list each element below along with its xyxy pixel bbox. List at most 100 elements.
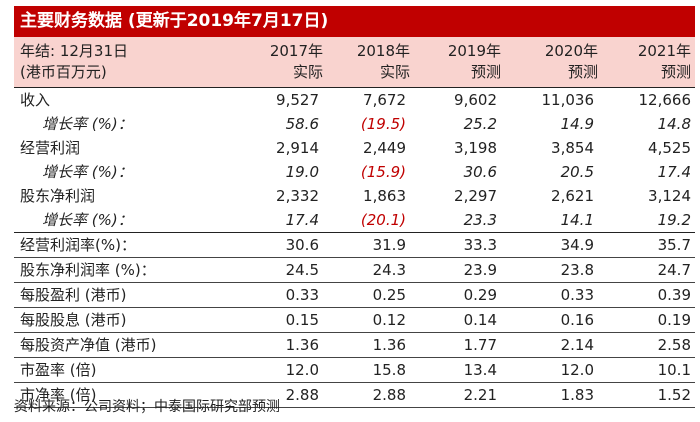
cell-value: 9,527 <box>276 91 319 109</box>
cell-value: 2.88 <box>226 382 323 408</box>
cell-value: 14.8 <box>657 115 691 133</box>
cell-value: 0.19 <box>598 307 695 333</box>
cell-value: 0.33 <box>501 282 598 308</box>
growth-row: 增长率 (%)： 17.4 (20.1) 23.3 14.1 19.2 <box>14 208 695 233</box>
cell-value: 35.7 <box>598 232 695 258</box>
header-year-2021: 2021年 <box>637 42 691 60</box>
cell-value: 2,297 <box>454 187 497 205</box>
cell-value: 0.16 <box>501 307 598 333</box>
cell-value: 17.4 <box>657 163 691 181</box>
row-label: 市盈率 (倍) <box>14 357 226 383</box>
cell-value: 33.3 <box>410 232 501 258</box>
cell-value: 13.4 <box>410 357 501 383</box>
header-fiscal-year-label: 年结: 12月31日 <box>20 42 128 60</box>
financial-data-table: 收入 9,527 7,672 9,602 11,036 12,666 增长率 (%)： 58.… <box>14 88 695 408</box>
cell-value: 0.12 <box>323 307 410 333</box>
cell-value: 12.0 <box>226 357 323 383</box>
cell-value: 3,124 <box>648 187 691 205</box>
growth-row: 增长率 (%)： 19.0 (15.9) 30.6 20.5 17.4 <box>14 160 695 184</box>
header-unit-label: (港币百万元) <box>20 63 107 81</box>
row-label: 股东净利润 <box>20 187 96 205</box>
cell-value: 24.7 <box>598 257 695 283</box>
cell-value: 2,914 <box>276 139 319 157</box>
source-note: 资料来源：公司资料；中泰国际研究部预测 <box>14 399 280 415</box>
cell-value: 30.6 <box>463 163 497 181</box>
header-type-2019: 预测 <box>470 63 501 81</box>
cell-value: 20.5 <box>560 163 594 181</box>
cell-value: 1.36 <box>323 332 410 358</box>
row-label: 经营利润率(%)： <box>14 232 226 258</box>
cell-value: 15.8 <box>323 357 410 383</box>
cell-value: 25.2 <box>463 115 497 133</box>
table-row: 市净率 (倍) 2.88 2.88 2.21 1.83 1.52 <box>14 382 695 408</box>
cell-value: 12,666 <box>638 91 692 109</box>
cell-value: 14.1 <box>501 208 598 233</box>
header-type-2021: 预测 <box>660 63 691 81</box>
row-label: 增长率 (%)： <box>14 208 226 233</box>
table-row: 经营利润率(%)： 30.6 31.9 33.3 34.9 35.7 <box>14 232 695 258</box>
cell-value: 30.6 <box>226 232 323 258</box>
cell-value: (19.5) <box>360 115 406 133</box>
cell-value: 0.14 <box>410 307 501 333</box>
table-row: 股东净利润 2,332 1,863 2,297 2,621 3,124 <box>14 184 695 208</box>
cell-value: (20.1) <box>323 208 410 233</box>
table-row: 收入 9,527 7,672 9,602 11,036 12,666 <box>14 88 695 112</box>
row-label: 每股盈利 (港币) <box>14 282 226 308</box>
header-type-2020: 预测 <box>567 63 598 81</box>
cell-value: 4,525 <box>648 139 691 157</box>
row-label: 股东净利润率 (%)： <box>14 257 226 283</box>
cell-value: 0.15 <box>226 307 323 333</box>
row-label: 经营利润 <box>20 139 81 157</box>
header-type-2017: 实际 <box>292 63 323 81</box>
cell-value: 1.77 <box>410 332 501 358</box>
row-label: 市净率 (倍) <box>14 382 226 408</box>
table-row: 每股盈利 (港币) 0.33 0.25 0.29 0.33 0.39 <box>14 282 695 308</box>
cell-value: 3,198 <box>454 139 497 157</box>
header-year-2020: 2020年 <box>544 42 598 60</box>
cell-value: 34.9 <box>501 232 598 258</box>
row-label: 每股资产净值 (港币) <box>14 332 226 358</box>
cell-value: 7,672 <box>363 91 406 109</box>
cell-value: 31.9 <box>323 232 410 258</box>
cell-value: 0.25 <box>323 282 410 308</box>
cell-value: 1.83 <box>501 382 598 408</box>
table-row: 市盈率 (倍) 12.0 15.8 13.4 12.0 10.1 <box>14 357 695 383</box>
cell-value: 2,621 <box>551 187 594 205</box>
cell-value: 0.33 <box>226 282 323 308</box>
cell-value: 2,449 <box>363 139 406 157</box>
header-year-2017: 2017年 <box>269 42 323 60</box>
cell-value: 12.0 <box>501 357 598 383</box>
row-label: 收入 <box>20 91 51 109</box>
cell-value: 19.2 <box>598 208 695 233</box>
cell-value: 2.88 <box>323 382 410 408</box>
cell-value: 17.4 <box>226 208 323 233</box>
cell-value: 0.39 <box>598 282 695 308</box>
row-label: 增长率 (%)： <box>42 163 133 181</box>
cell-value: 58.6 <box>285 115 319 133</box>
cell-value: 11,036 <box>541 91 595 109</box>
cell-value: 24.5 <box>226 257 323 283</box>
table-header: 年结: 12月31日 (港币百万元) 2017年 实际 2018年 实际 201… <box>14 37 695 88</box>
cell-value: 23.9 <box>410 257 501 283</box>
row-label: 每股股息 (港币) <box>14 307 226 333</box>
cell-value: (15.9) <box>360 163 406 181</box>
row-label: 增长率 (%)： <box>42 115 133 133</box>
cell-value: 19.0 <box>285 163 319 181</box>
cell-value: 1,863 <box>363 187 406 205</box>
cell-value: 23.3 <box>410 208 501 233</box>
cell-value: 2.58 <box>598 332 695 358</box>
cell-value: 2.21 <box>410 382 501 408</box>
cell-value: 24.3 <box>323 257 410 283</box>
table-title: 主要财务数据 (更新于2019年7月17日) <box>14 6 695 37</box>
table-row: 每股资产净值 (港币) 1.36 1.36 1.77 2.14 2.58 <box>14 332 695 358</box>
table-row: 每股股息 (港币) 0.15 0.12 0.14 0.16 0.19 <box>14 307 695 333</box>
header-year-2018: 2018年 <box>356 42 410 60</box>
table-row: 经营利润 2,914 2,449 3,198 3,854 4,525 <box>14 136 695 160</box>
cell-value: 2,332 <box>276 187 319 205</box>
cell-value: 14.9 <box>560 115 594 133</box>
cell-value: 9,602 <box>454 91 497 109</box>
cell-value: 2.14 <box>501 332 598 358</box>
header-year-2019: 2019年 <box>447 42 501 60</box>
table-row: 股东净利润率 (%)： 24.5 24.3 23.9 23.8 24.7 <box>14 257 695 283</box>
cell-value: 1.52 <box>598 382 695 408</box>
